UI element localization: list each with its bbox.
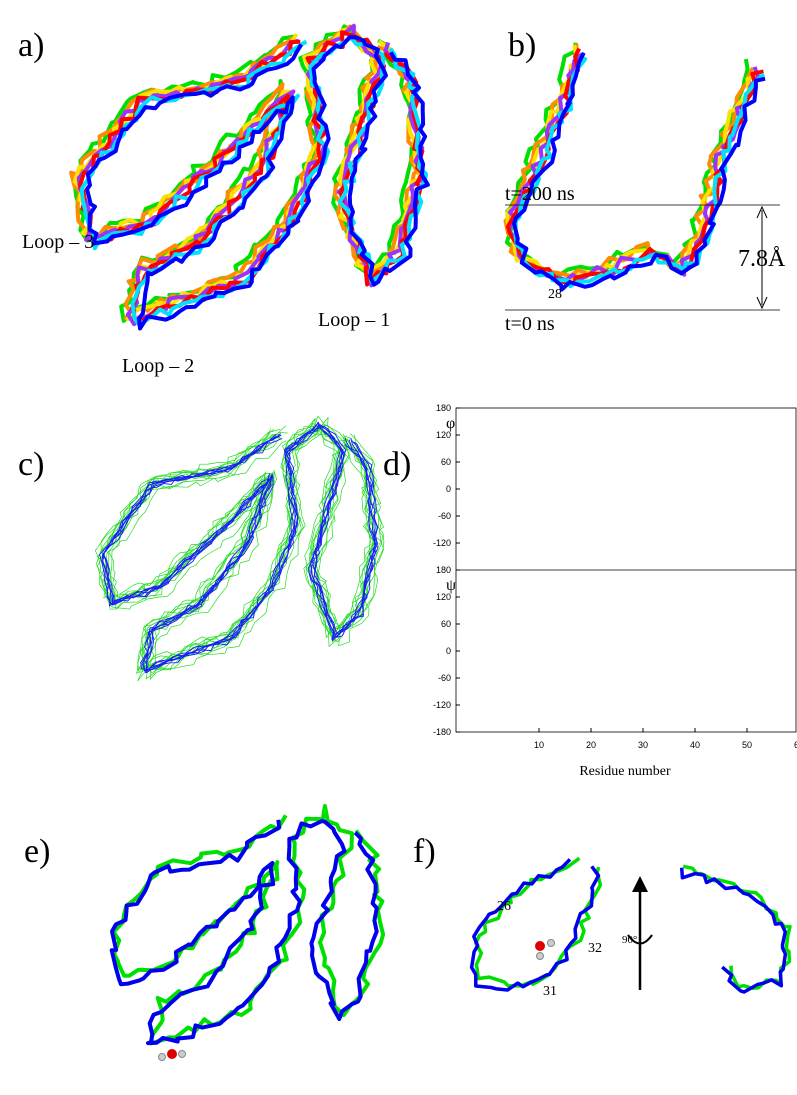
y-tick-label: 60 [441, 457, 451, 467]
protein-traces [69, 23, 792, 1046]
loop-label: Loop – 3 [22, 231, 94, 253]
arrow-heads [756, 205, 768, 310]
y-tick-label: -60 [438, 673, 451, 683]
residue-label: 28 [548, 287, 562, 302]
y-tick-label: 0 [446, 646, 451, 656]
residue-label: 26 [497, 899, 511, 914]
distance-label: 7.8Å [738, 246, 786, 272]
panel-label: a) [18, 27, 44, 64]
axis-label: ψ [446, 577, 456, 594]
time-label: t=0 ns [505, 313, 555, 335]
y-tick-label: 120 [436, 430, 451, 440]
panel-label: c) [18, 446, 44, 483]
arrow-head [632, 876, 648, 892]
residue-label: 31 [543, 984, 557, 999]
time-label: t=200 ns [505, 183, 575, 205]
water-hydrogen [547, 939, 555, 947]
backbone-trace [105, 417, 384, 668]
x-tick-label: 30 [638, 740, 648, 750]
backbone-trace [85, 35, 430, 331]
y-tick-label: 180 [436, 565, 451, 575]
y-tick-label: -120 [433, 700, 451, 710]
axis-label: φ [446, 415, 455, 432]
panel-label: d) [383, 446, 411, 483]
panel-label: e) [24, 833, 50, 870]
x-tick-label: 60 [794, 740, 797, 750]
ramachandran-plot: φ ψ Residue number 180 120 60 0 -60 -120 180 12… [433, 403, 797, 779]
water-hydrogen [536, 952, 544, 960]
backbone-trace [96, 425, 371, 674]
panel-label: b) [508, 27, 536, 64]
axis-label: Residue number [579, 764, 671, 779]
y-tick-label: 60 [441, 619, 451, 629]
backbone-trace [110, 430, 385, 680]
backbone-trace [102, 425, 379, 672]
backbone-trace [679, 867, 788, 994]
water-hydrogen [158, 1053, 166, 1061]
water-oxygen [535, 941, 545, 951]
y-tick-label: 120 [436, 592, 451, 602]
backbone-trace [111, 804, 386, 1046]
x-tick-label: 10 [534, 740, 544, 750]
y-tick-label: -120 [433, 538, 451, 548]
backbone-trace [102, 425, 379, 670]
water-oxygen [167, 1049, 177, 1059]
y-tick-label: -180 [433, 727, 451, 737]
backbone-trace [99, 424, 376, 671]
backbone-trace [507, 52, 760, 282]
rotation-label: 90° [622, 934, 637, 946]
backbone-trace [109, 819, 379, 1046]
rotation-arrow [627, 934, 653, 945]
water-hydrogen [178, 1050, 186, 1058]
backbone-trace [474, 856, 603, 988]
backbone-trace [682, 864, 792, 990]
x-tick-label: 20 [586, 740, 596, 750]
y-tick-label: 180 [436, 403, 451, 413]
residue-label: 32 [588, 941, 602, 956]
loop-label: Loop – 2 [122, 355, 194, 377]
backbone-trace [108, 424, 384, 674]
loop-label: Loop – 1 [318, 309, 390, 331]
y-tick-label: 0 [446, 484, 451, 494]
x-tick-label: 40 [690, 740, 700, 750]
x-tick-label: 50 [742, 740, 752, 750]
backbone-trace [97, 432, 375, 682]
y-tick-label: -60 [438, 511, 451, 521]
backbone-trace [99, 427, 377, 680]
backbone-trace [512, 51, 766, 292]
backbone-trace [469, 858, 601, 992]
backbone-trace [100, 415, 377, 670]
panel-label: f) [413, 833, 436, 870]
backbone-trace [72, 24, 417, 323]
